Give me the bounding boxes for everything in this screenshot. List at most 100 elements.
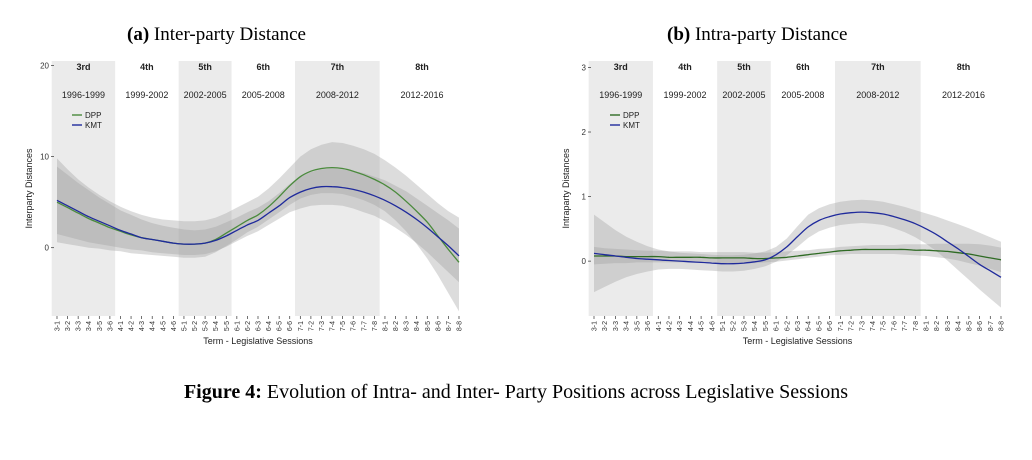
x-tick-label: 8-2 <box>934 321 941 331</box>
x-tick-label: 5-5 <box>763 321 770 331</box>
x-tick-label: 8-5 <box>966 321 973 331</box>
x-axis-title: Term - Legislative Sessions <box>203 336 313 346</box>
term-label-5th: 5th <box>198 62 212 72</box>
term-years-4th: 1999-2002 <box>664 90 707 100</box>
x-tick-label: 4-2 <box>129 321 136 331</box>
x-tick-label: 5-2 <box>731 321 738 331</box>
y-tick-label: 20 <box>40 62 49 71</box>
y-tick-label: 10 <box>40 153 49 162</box>
panel-a-title-label: (a) <box>127 24 150 45</box>
x-tick-label: 8-7 <box>446 321 453 331</box>
x-tick-label: 6-1 <box>234 321 241 331</box>
panel-b-title: (b) Intra-party Distance <box>667 24 847 46</box>
x-tick-label: 6-2 <box>245 321 252 331</box>
x-tick-label: 7-8 <box>372 321 379 331</box>
x-tick-label: 8-6 <box>977 321 984 331</box>
x-tick-label: 7-2 <box>849 321 856 331</box>
caption-text: Evolution of Intra- and Inter- Party Pos… <box>266 381 849 403</box>
x-tick-label: 8-8 <box>999 321 1006 331</box>
x-tick-label: 6-5 <box>816 321 823 331</box>
x-tick-label: 3-3 <box>613 321 620 331</box>
x-tick-label: 8-3 <box>945 321 952 331</box>
x-tick-label: 7-6 <box>891 321 898 331</box>
x-tick-label: 4-4 <box>150 321 157 331</box>
legend-label-kmt: KMT <box>623 121 640 130</box>
x-tick-label: 3-2 <box>65 321 72 331</box>
series-line-dpp <box>56 166 460 263</box>
ci-ribbon-dpp <box>594 243 1001 273</box>
series-line-kmt <box>56 185 460 257</box>
series-line-dpp <box>593 248 1002 261</box>
x-tick-label: 7-4 <box>330 321 337 331</box>
y-tick-label: 1 <box>582 193 587 202</box>
legend-label-dpp: DPP <box>85 111 101 120</box>
x-tick-label: 5-1 <box>720 321 727 331</box>
term-years-4th: 1999-2002 <box>125 90 168 100</box>
term-years-3rd: 1996-1999 <box>599 90 642 100</box>
x-tick-label: 7-6 <box>351 321 358 331</box>
term-label-8th: 8th <box>415 62 429 72</box>
panel-b-title-text: Intra-party Distance <box>694 24 848 45</box>
x-tick-label: 6-4 <box>266 321 273 331</box>
term-band-3rd <box>51 61 116 316</box>
x-tick-label: 5-1 <box>181 321 188 331</box>
x-tick-label: 4-1 <box>118 321 125 331</box>
x-tick-label: 3-6 <box>645 321 652 331</box>
legend-label-dpp: DPP <box>623 111 639 120</box>
ci-ribbon-kmt <box>57 166 459 283</box>
x-tick-label: 5-3 <box>741 321 748 331</box>
term-label-4th: 4th <box>140 62 154 72</box>
x-tick-label: 6-1 <box>774 321 781 331</box>
x-tick-label: 5-3 <box>203 321 210 331</box>
term-band-3rd <box>588 61 653 316</box>
ci-ribbon-dpp <box>57 142 459 312</box>
x-tick-label: 7-3 <box>859 321 866 331</box>
x-tick-label: 7-1 <box>298 321 305 331</box>
x-tick-label: 3-1 <box>55 321 62 331</box>
x-tick-label: 4-3 <box>677 321 684 331</box>
term-band-5th <box>178 61 232 316</box>
x-tick-label: 8-8 <box>457 321 464 331</box>
panel-b-title-label: (b) <box>667 24 691 45</box>
term-label-7th: 7th <box>331 62 345 72</box>
term-label-7th: 7th <box>871 62 885 72</box>
x-tick-label: 4-4 <box>688 321 695 331</box>
x-tick-label: 7-7 <box>361 321 368 331</box>
x-tick-label: 7-1 <box>838 321 845 331</box>
x-tick-label: 7-7 <box>902 321 909 331</box>
x-tick-label: 8-7 <box>988 321 995 331</box>
inter-party-chart: 3rd 1996-1999 4th 1999-2002 5th 2002-2005 6th 2… <box>24 61 464 346</box>
x-tick-label: 6-4 <box>806 321 813 331</box>
term-years-6th: 2005-2008 <box>781 90 824 100</box>
x-tick-label: 8-1 <box>382 321 389 331</box>
x-tick-label: 5-5 <box>224 321 231 331</box>
x-tick-label: 7-3 <box>319 321 326 331</box>
term-years-5th: 2002-2005 <box>722 90 765 100</box>
x-tick-label: 5-2 <box>192 321 199 331</box>
x-tick-label: 4-3 <box>139 321 146 331</box>
x-tick-label: 8-5 <box>425 321 432 331</box>
x-tick-label: 3-5 <box>97 321 104 331</box>
term-years-3rd: 1996-1999 <box>62 90 105 100</box>
term-label-6th: 6th <box>257 62 271 72</box>
x-tick-label: 8-1 <box>924 321 931 331</box>
y-tick-label: 3 <box>582 63 587 72</box>
x-tick-label: 8-4 <box>414 321 421 331</box>
x-tick-label: 6-3 <box>795 321 802 331</box>
y-axis-title: Intraparty Distances <box>561 148 571 229</box>
term-label-3rd: 3rd <box>614 62 628 72</box>
x-tick-label: 4-5 <box>160 321 167 331</box>
x-tick-label: 4-6 <box>171 321 178 331</box>
x-tick-label: 3-4 <box>624 321 631 331</box>
x-tick-label: 3-2 <box>602 321 609 331</box>
x-tick-label: 7-5 <box>340 321 347 331</box>
x-tick-label: 6-2 <box>784 321 791 331</box>
x-tick-label: 6-6 <box>287 321 294 331</box>
x-tick-label: 4-6 <box>709 321 716 331</box>
x-tick-label: 3-5 <box>634 321 641 331</box>
figure-caption: Figure 4: Evolution of Intra- and Inter-… <box>0 381 1032 404</box>
x-tick-label: 8-4 <box>956 321 963 331</box>
term-band-7th <box>834 61 921 316</box>
x-tick-label: 8-6 <box>435 321 442 331</box>
x-tick-label: 3-1 <box>592 321 599 331</box>
